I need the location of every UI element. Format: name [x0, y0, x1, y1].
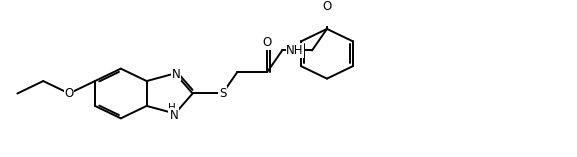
Text: O: O: [323, 0, 332, 13]
Text: S: S: [219, 87, 226, 100]
Text: O: O: [263, 36, 272, 49]
Text: O: O: [65, 87, 74, 100]
Text: H: H: [168, 103, 176, 113]
Text: NH: NH: [286, 44, 304, 57]
Text: N: N: [172, 68, 181, 81]
Text: N: N: [170, 109, 178, 122]
